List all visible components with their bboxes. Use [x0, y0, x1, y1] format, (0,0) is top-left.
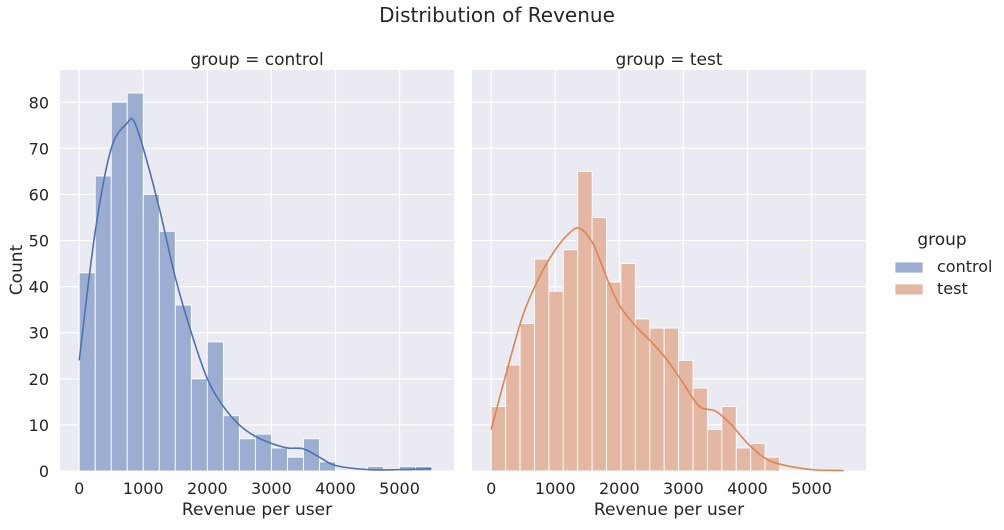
x-tick-label: 2000	[187, 479, 228, 498]
histogram-bar-test	[591, 217, 607, 472]
histogram-bar-test	[634, 318, 651, 472]
histogram-bar-control	[110, 101, 128, 472]
panel-title: group = control	[190, 50, 323, 70]
x-tick-label: 5000	[379, 479, 420, 498]
histogram-bar-test	[577, 170, 593, 472]
x-tick-label: 1000	[123, 479, 164, 498]
x-tick-label: 3000	[251, 479, 292, 498]
histogram-bar-control	[126, 92, 144, 472]
histogram-bar-control	[142, 193, 160, 472]
legend: group control test	[894, 230, 992, 298]
histogram-bar-control	[238, 438, 256, 472]
y-axis-label: Count	[7, 244, 27, 295]
y-tick-label: 40	[29, 278, 49, 297]
legend-label-control: control	[937, 257, 992, 276]
histogram-bar-control	[174, 304, 192, 472]
histogram-bar-test	[490, 406, 507, 472]
x-tick-label: 4000	[315, 479, 356, 498]
y-tick-label: 0	[39, 462, 49, 481]
x-tick-label: 2000	[599, 479, 640, 498]
histogram-bar-control	[206, 341, 224, 472]
x-tick-label: 1000	[535, 479, 576, 498]
y-tick-label: 80	[29, 93, 49, 112]
facet-panel-control: group = control 0 1000 2000 3000 4000 5000 Reve…	[29, 50, 454, 520]
histogram-bar-control	[367, 465, 384, 472]
y-tick-label: 70	[29, 139, 49, 158]
histogram-bar-control	[78, 272, 96, 472]
x-tick-label: 0	[74, 479, 84, 498]
y-tick-label: 10	[29, 416, 49, 435]
histogram-bar-control	[286, 456, 304, 472]
kde-line-test	[490, 227, 844, 472]
panel-title: group = test	[615, 50, 722, 70]
legend-swatch-test	[894, 283, 924, 296]
histogram-bar-test	[706, 429, 723, 472]
x-tick-label: 0	[486, 479, 496, 498]
x-axis-label: Revenue per user	[594, 500, 744, 520]
legend-label-test: test	[937, 279, 968, 298]
histogram-bar-test	[663, 327, 680, 472]
chart-title: Distribution of Revenue	[379, 3, 615, 27]
histogram-bar-test	[735, 447, 752, 472]
x-axis-label: Revenue per user	[182, 500, 332, 520]
histogram-bar-test	[534, 258, 550, 472]
histogram-bar-test	[519, 323, 535, 472]
x-tick-label: 3000	[663, 479, 704, 498]
histogram-bar-control	[319, 461, 336, 472]
y-tick-label: 30	[29, 324, 49, 343]
histogram-bar-control	[222, 415, 240, 472]
y-tick-label: 20	[29, 370, 49, 389]
histogram-bar-test	[505, 364, 521, 472]
histogram-bar-test	[649, 327, 665, 472]
histogram-bar-test	[548, 290, 564, 472]
histogram-bar-test	[562, 249, 579, 472]
y-tick-label: 60	[29, 185, 49, 204]
x-tick-label: 4000	[727, 479, 768, 498]
legend-swatch-control	[894, 261, 924, 274]
histogram-bar-control	[190, 378, 208, 472]
facet-panel-test: group = test 0 1000 2000 3000 4000 5000 Revenue…	[472, 50, 866, 520]
histogram-bar-test	[606, 281, 622, 472]
legend-title: group	[917, 230, 966, 250]
y-tick-label: 50	[29, 232, 49, 251]
histogram-bar-control	[302, 438, 320, 472]
histogram-bar-test	[620, 263, 636, 472]
kde-line-control	[78, 117, 432, 471]
x-tick-label: 5000	[791, 479, 832, 498]
histogram-bar-test	[678, 359, 694, 472]
histogram-bar-test	[721, 406, 737, 472]
histogram-bar-control	[270, 447, 288, 472]
